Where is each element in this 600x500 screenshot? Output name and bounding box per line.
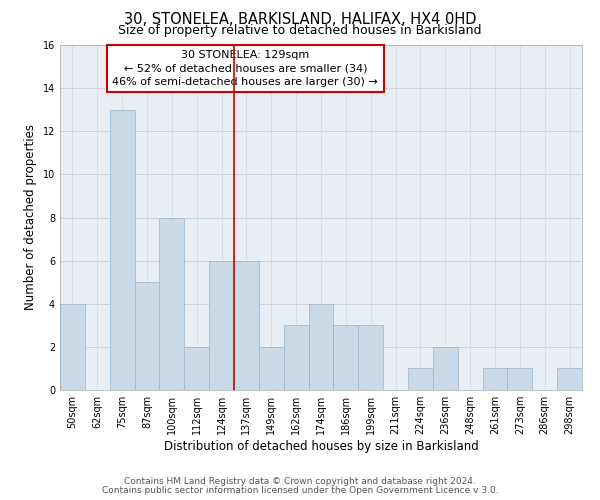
Y-axis label: Number of detached properties: Number of detached properties [24,124,37,310]
Bar [308,304,334,390]
Bar [557,368,582,390]
Bar [259,347,284,390]
Bar [358,326,383,390]
Bar [184,347,209,390]
Text: 30, STONELEA, BARKISLAND, HALIFAX, HX4 0HD: 30, STONELEA, BARKISLAND, HALIFAX, HX4 0… [124,12,476,28]
Bar [160,218,184,390]
Bar [110,110,134,390]
Text: Contains HM Land Registry data © Crown copyright and database right 2024.: Contains HM Land Registry data © Crown c… [124,477,476,486]
Bar [433,347,458,390]
X-axis label: Distribution of detached houses by size in Barkisland: Distribution of detached houses by size … [164,440,478,453]
Bar [60,304,85,390]
Text: 30 STONELEA: 129sqm
← 52% of detached houses are smaller (34)
46% of semi-detach: 30 STONELEA: 129sqm ← 52% of detached ho… [112,50,378,86]
Bar [482,368,508,390]
Bar [234,260,259,390]
Bar [284,326,308,390]
Bar [334,326,358,390]
Bar [508,368,532,390]
Bar [408,368,433,390]
Text: Size of property relative to detached houses in Barkisland: Size of property relative to detached ho… [118,24,482,37]
Text: Contains public sector information licensed under the Open Government Licence v : Contains public sector information licen… [101,486,499,495]
Bar [134,282,160,390]
Bar [209,260,234,390]
